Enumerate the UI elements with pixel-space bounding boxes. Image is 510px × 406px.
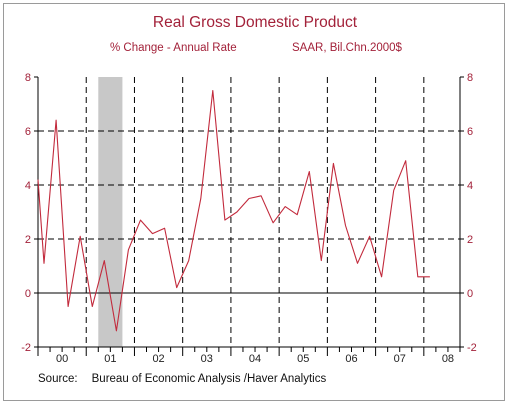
y-tick-label-left: 2 xyxy=(25,234,31,246)
x-tick-label: 07 xyxy=(394,353,406,365)
source-note: Source: Bureau of Economic Analysis /Have… xyxy=(38,373,326,385)
x-tick-label: 06 xyxy=(345,353,357,365)
source-text: Bureau of Economic Analysis /Haver Analy… xyxy=(91,373,327,385)
x-tick-label: 05 xyxy=(297,353,309,365)
y-tick-label-right: 0 xyxy=(467,288,473,300)
x-tick-label: 03 xyxy=(201,353,213,365)
y-tick-label-left: -2 xyxy=(21,342,31,354)
y-tick-label-right: 8 xyxy=(467,72,473,84)
units-label: SAAR, Bil.Chn.2000$ xyxy=(292,42,402,54)
recession-band xyxy=(98,77,123,347)
source-label: Source: xyxy=(38,373,78,385)
y-tick-label-right: -2 xyxy=(467,342,477,354)
gdp-series-line xyxy=(37,89,430,332)
x-tick-label: 04 xyxy=(249,353,261,365)
y-tick-label-left: 4 xyxy=(25,180,31,192)
y-tick-label-right: 4 xyxy=(467,180,473,192)
chart-subtitle: % Change - Annual Rate xyxy=(110,42,237,54)
y-tick-label-left: 6 xyxy=(25,126,31,138)
x-tick-label: 00 xyxy=(56,353,68,365)
y-tick-label-right: 2 xyxy=(467,234,473,246)
y-tick-label-left: 8 xyxy=(25,72,31,84)
y-tick-label-left: 0 xyxy=(25,288,31,300)
x-tick-label: 02 xyxy=(152,353,164,365)
x-tick-label: 01 xyxy=(104,353,116,365)
y-tick-label-right: 6 xyxy=(467,126,473,138)
chart-frame xyxy=(3,3,505,401)
chart-title: Real Gross Domestic Product xyxy=(152,14,358,31)
x-tick-label: 08 xyxy=(442,353,454,365)
